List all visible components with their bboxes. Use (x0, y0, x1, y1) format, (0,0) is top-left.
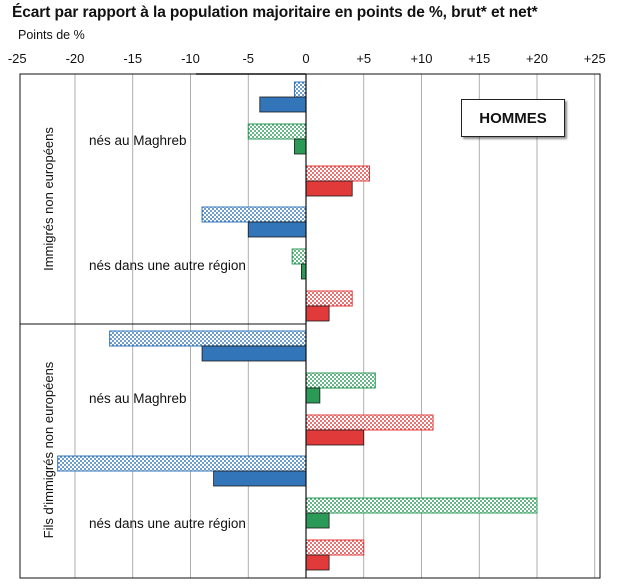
bars (57, 81, 538, 571)
x-tick-label: +15 (468, 51, 490, 66)
bar-brut-blue (201, 206, 307, 223)
bar-brut-green (305, 497, 538, 514)
group-label: Immigrés non européens (41, 127, 56, 271)
bar-brut-green (247, 123, 307, 140)
category-labels: Immigrés non européens nés au Maghreb nés … (41, 127, 246, 539)
bar-net-blue (213, 470, 307, 487)
bar-net-blue (247, 221, 307, 238)
bar-brut-red (305, 165, 371, 182)
x-tick-label: -25 (8, 51, 27, 66)
bar-brut-red (305, 290, 353, 307)
x-tick-label: -5 (242, 51, 254, 66)
bar-brut-red (305, 414, 434, 431)
chart-title: Écart par rapport à la population majori… (12, 4, 538, 21)
x-tick-label: -15 (123, 51, 142, 66)
bar-brut-green (305, 372, 376, 389)
axis-unit-label: Points de % (18, 28, 85, 42)
category-label: nés dans une autre région (89, 258, 246, 273)
bar-net-green (305, 387, 321, 404)
bar-net-red (305, 305, 330, 322)
bar-net-red (305, 429, 365, 446)
bar-net-blue (259, 96, 307, 113)
bar-net-green (294, 138, 307, 155)
bar-brut-blue (109, 330, 307, 347)
x-tick-label: +25 (584, 51, 606, 66)
group-label: Fils d'immigrés non européens (41, 361, 56, 538)
bar-net-red (305, 180, 353, 197)
category-label: nés au Maghreb (89, 133, 187, 148)
x-tick-label: -10 (181, 51, 200, 66)
bar-net-green (300, 263, 307, 280)
plot-border (19, 73, 601, 579)
bar-net-green (305, 512, 330, 529)
category-label: nés dans une autre région (89, 516, 246, 531)
bar-brut-blue (293, 81, 307, 98)
plot-frame (19, 73, 601, 579)
x-tick-labels: -25 -20 -15 -10 -5 0 +5 +10 +15 +20 +25 (8, 51, 606, 66)
x-tick-label: +20 (526, 51, 548, 66)
bar-net-red (305, 554, 330, 571)
bar-net-blue (201, 345, 307, 362)
bar-brut-green (291, 248, 307, 265)
gender-badge: HOMMES (461, 99, 565, 137)
bar-brut-blue (57, 455, 307, 472)
x-tick-label: -20 (66, 51, 85, 66)
x-tick-label: +10 (410, 51, 432, 66)
x-tick-label: +5 (356, 51, 371, 66)
category-label: nés au Maghreb (89, 391, 187, 406)
bar-brut-red (305, 539, 365, 556)
x-tick-label: 0 (302, 51, 309, 66)
grid-lines (74, 74, 596, 578)
